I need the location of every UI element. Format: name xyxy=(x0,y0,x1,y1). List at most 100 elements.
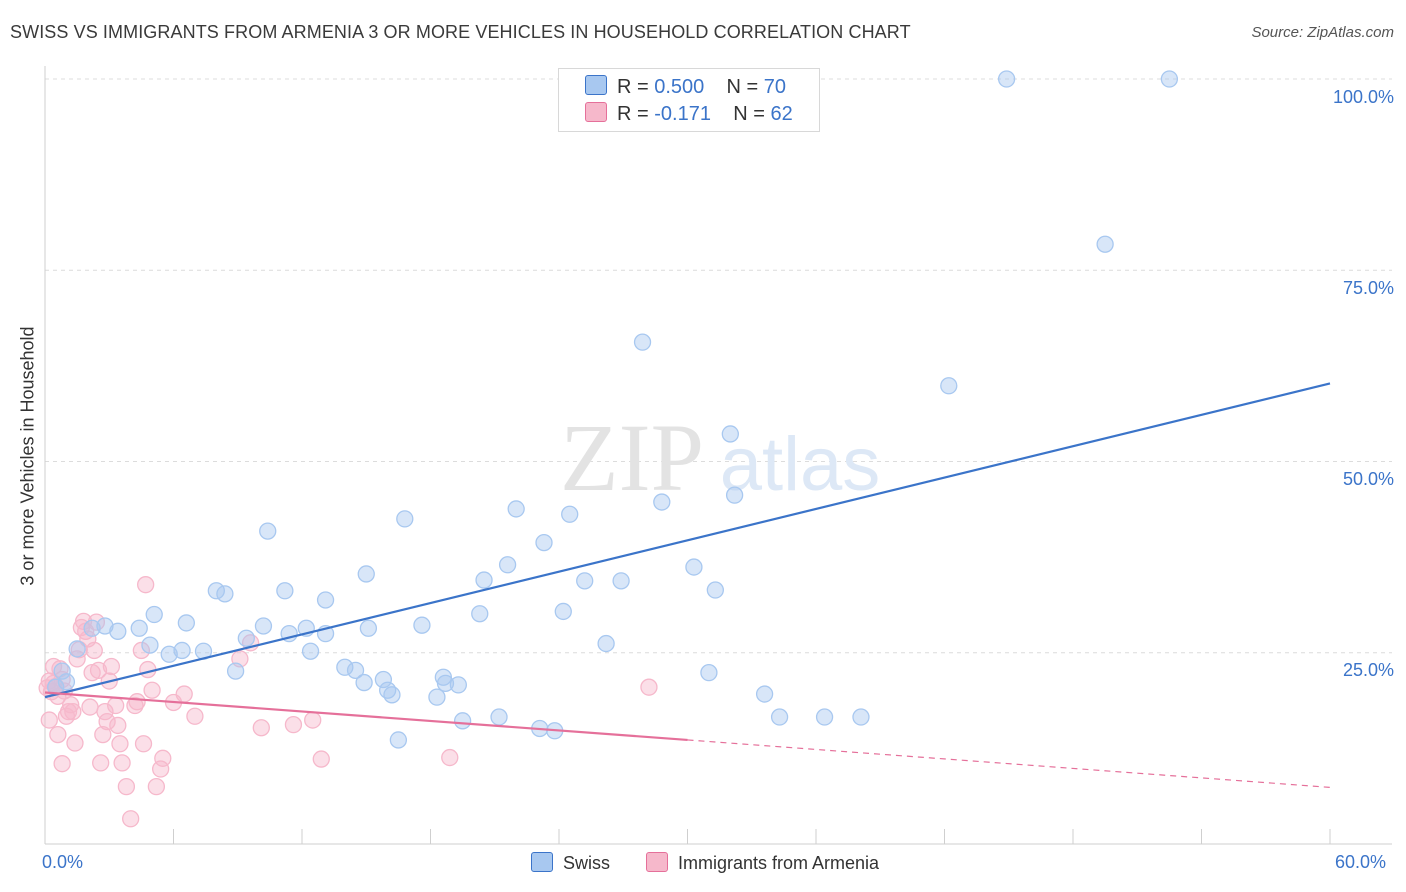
armenia-point xyxy=(92,754,110,772)
swiss-point xyxy=(96,617,114,635)
swiss-point xyxy=(254,617,273,635)
armenia-point xyxy=(151,760,170,778)
swiss-point xyxy=(237,629,255,647)
swiss-point xyxy=(554,602,572,621)
swiss-point xyxy=(355,673,373,692)
armenia-point xyxy=(154,749,172,767)
swiss-point xyxy=(852,708,870,726)
swiss-point xyxy=(130,619,148,637)
armenia-point xyxy=(137,576,155,594)
armenia-trend-line-extrapolated xyxy=(687,739,1331,788)
chart-title: SWISS VS IMMIGRANTS FROM ARMENIA 3 OR MO… xyxy=(10,22,911,42)
swiss-point xyxy=(597,634,615,653)
swiss-point xyxy=(145,605,163,624)
armenia-point xyxy=(111,735,129,753)
swiss-point xyxy=(1160,70,1179,88)
armenia-swatch-icon xyxy=(585,102,607,122)
watermark-atlas: atlas xyxy=(720,422,881,507)
armenia-point xyxy=(252,719,270,737)
legend-n-label: N = xyxy=(726,76,759,98)
armenia-point xyxy=(122,810,140,828)
swiss-point xyxy=(535,533,553,552)
swiss-point xyxy=(428,688,446,706)
armenia-point xyxy=(109,716,127,735)
legend-r-label: R = xyxy=(617,76,649,98)
bottom-legend-armenia: Immigrants from Armenia xyxy=(646,852,879,874)
swiss-swatch-icon xyxy=(531,852,553,872)
swiss-point xyxy=(490,708,508,726)
swiss-point xyxy=(316,591,335,609)
swiss-point xyxy=(301,642,320,660)
armenia-point xyxy=(134,735,153,753)
legend-n-value: 70 xyxy=(763,76,787,98)
armenia-point xyxy=(66,734,84,752)
y-tick-100: 100.0% xyxy=(1332,87,1394,107)
swiss-point xyxy=(276,582,294,600)
armenia-point xyxy=(113,754,131,772)
y-tick-75: 75.0% xyxy=(1342,278,1394,298)
armenia-swatch-icon xyxy=(646,852,668,872)
bottom-legend-swiss-label: Swiss xyxy=(563,853,611,873)
swiss-point xyxy=(68,640,86,658)
swiss-point xyxy=(706,581,724,599)
swiss-point xyxy=(389,731,408,749)
armenia-point xyxy=(312,750,330,768)
bottom-legend-swiss: Swiss xyxy=(531,852,610,874)
swiss-point xyxy=(471,605,489,623)
legend-r-label: R = xyxy=(617,103,649,125)
swiss-point xyxy=(359,619,378,637)
swiss-point xyxy=(216,585,234,603)
armenia-point xyxy=(85,641,103,660)
swiss-point xyxy=(173,641,191,660)
armenia-point xyxy=(143,681,161,699)
swiss-point xyxy=(507,500,525,518)
armenia-point xyxy=(441,748,459,767)
swiss-point xyxy=(141,636,159,654)
x-tick-min: 0.0% xyxy=(42,852,84,872)
swiss-point xyxy=(449,676,467,694)
swiss-point xyxy=(83,619,101,637)
swiss-point xyxy=(685,558,703,576)
swiss-point xyxy=(453,712,472,730)
y-axis-label: 3 or more Vehicles in Household xyxy=(17,326,38,586)
armenia-point xyxy=(304,711,322,729)
swiss-point xyxy=(336,658,354,676)
armenia-point xyxy=(640,678,658,696)
swiss-trend-line xyxy=(44,382,1331,699)
armenia-point xyxy=(94,725,112,744)
gridlines xyxy=(45,78,1392,654)
armenia-point xyxy=(175,685,193,703)
swiss-point xyxy=(383,686,401,704)
swiss-point xyxy=(396,510,414,528)
armenia-point xyxy=(186,707,204,725)
swiss-point xyxy=(633,333,652,351)
legend-r-value: -0.171 xyxy=(654,103,711,125)
swiss-point xyxy=(346,661,365,679)
armenia-trend-line xyxy=(44,691,688,742)
swiss-point xyxy=(53,662,71,680)
swiss-point xyxy=(653,493,671,511)
swiss-point xyxy=(109,622,127,640)
swiss-point xyxy=(413,616,431,634)
armenia-point xyxy=(81,698,99,716)
swiss-swatch-icon xyxy=(585,75,607,95)
armenia-point xyxy=(49,725,67,744)
swiss-point xyxy=(177,614,196,632)
legend-row-armenia: R = -0.171 N = 62 xyxy=(585,102,793,126)
swiss-point xyxy=(755,685,774,703)
swiss-point xyxy=(160,645,178,663)
armenia-point xyxy=(147,777,166,796)
swiss-point xyxy=(357,565,375,583)
armenia-point xyxy=(128,693,146,711)
watermark: ZIP atlas xyxy=(560,404,880,511)
watermark-zip: ZIP xyxy=(560,404,704,511)
swiss-point xyxy=(259,522,277,540)
armenia-point xyxy=(117,777,136,796)
swiss-point xyxy=(770,708,789,726)
swiss-point xyxy=(721,425,739,443)
legend-n-value: 62 xyxy=(770,103,793,125)
swiss-point xyxy=(436,674,455,692)
y-tick-50: 50.0% xyxy=(1342,469,1394,489)
swiss-point xyxy=(612,572,630,590)
